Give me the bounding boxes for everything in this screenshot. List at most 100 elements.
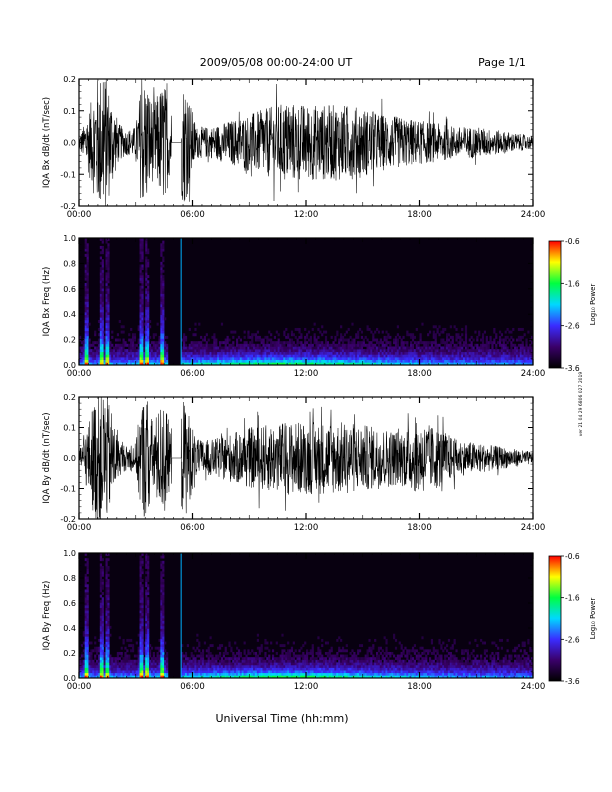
spectrogram-cell bbox=[166, 662, 169, 666]
spectrogram-cell bbox=[137, 667, 140, 671]
spectrogram-cell bbox=[107, 579, 110, 582]
spectrogram-cell bbox=[268, 357, 271, 361]
spectrogram-cell bbox=[162, 586, 165, 590]
spectrogram-cell bbox=[273, 359, 277, 363]
spectrogram-cell bbox=[86, 327, 89, 331]
spectrogram-cell bbox=[287, 675, 290, 679]
spectrogram-cell bbox=[383, 359, 386, 363]
spectrogram-cell bbox=[498, 335, 502, 339]
spectrogram-cell bbox=[228, 675, 231, 679]
spectrogram-cell bbox=[264, 349, 267, 353]
spectrogram-cell bbox=[107, 362, 110, 366]
spectrogram-cell bbox=[531, 359, 534, 363]
spectrogram-cell bbox=[113, 349, 116, 353]
spectrogram-cell bbox=[271, 664, 275, 668]
spectrogram-cell bbox=[105, 320, 108, 323]
spectrogram-cell bbox=[281, 346, 284, 350]
spectrogram-cell bbox=[114, 338, 118, 342]
spectrogram-cell bbox=[139, 301, 142, 305]
spectrogram-cell bbox=[101, 277, 104, 281]
spectrogram-cell bbox=[90, 664, 93, 668]
spectrogram-cell bbox=[421, 341, 424, 345]
spectrogram-cell bbox=[368, 349, 371, 353]
spectrogram-cell bbox=[107, 641, 110, 645]
spectrogram-cell bbox=[160, 662, 163, 666]
spectrogram-cell bbox=[109, 354, 112, 358]
spectrogram-cell bbox=[493, 330, 496, 334]
spectrogram-cell bbox=[317, 672, 320, 676]
spectrogram-cell bbox=[317, 327, 320, 331]
spectrogram-cell bbox=[160, 282, 163, 286]
spectrogram-cell bbox=[109, 675, 112, 679]
spectrogram-cell bbox=[292, 362, 295, 366]
x-tick-label: 12:00 bbox=[294, 369, 319, 379]
spectrogram-cell bbox=[341, 359, 345, 363]
spectrogram-cell bbox=[249, 675, 252, 679]
spectrogram-cell bbox=[487, 357, 490, 361]
spectrogram-cell bbox=[99, 628, 102, 632]
spectrogram-cell bbox=[96, 672, 99, 676]
spectrogram-cell bbox=[340, 346, 343, 350]
spectrogram-cell bbox=[162, 566, 165, 569]
spectrogram-cell bbox=[139, 359, 142, 363]
spectrogram-cell bbox=[341, 662, 345, 666]
spectrogram-cell bbox=[324, 659, 328, 663]
spectrogram-cell bbox=[186, 362, 190, 366]
spectrogram-cell bbox=[228, 641, 231, 645]
spectrogram-cell bbox=[107, 296, 110, 300]
spectrogram-cell bbox=[313, 351, 316, 355]
spectrogram-cell bbox=[120, 662, 123, 666]
y-tick-label: 0.4 bbox=[63, 310, 76, 319]
spectrogram-cell bbox=[281, 662, 284, 666]
spectrogram-cell bbox=[109, 362, 112, 366]
spectrogram-cell bbox=[510, 346, 513, 350]
spectrogram-cell bbox=[94, 657, 97, 661]
spectrogram-cell bbox=[186, 351, 190, 355]
spectrogram-cell bbox=[141, 275, 144, 278]
spectrogram-cell bbox=[268, 330, 271, 334]
spectrogram-cell bbox=[287, 641, 290, 645]
spectrogram-cell bbox=[166, 335, 169, 339]
spectrogram-cell bbox=[118, 664, 121, 668]
spectrogram-cell bbox=[461, 357, 464, 361]
spectrogram-cell bbox=[196, 654, 199, 658]
spectrogram-cell bbox=[160, 667, 163, 671]
spectrogram-cell bbox=[377, 349, 381, 353]
spectrogram-cell bbox=[126, 351, 129, 355]
spectrogram-cell bbox=[160, 320, 163, 323]
spectrogram-cell bbox=[464, 346, 468, 350]
spectrogram-cell bbox=[232, 651, 235, 655]
spectrogram-cell bbox=[139, 605, 142, 608]
spectrogram-cell bbox=[139, 293, 142, 297]
spectrogram-cell bbox=[288, 664, 292, 668]
spectrogram-cell bbox=[236, 659, 239, 663]
spectrogram-cell bbox=[404, 362, 407, 366]
spectrogram-cell bbox=[141, 589, 144, 593]
spectrogram-cell bbox=[99, 623, 102, 627]
spectrogram-cell bbox=[224, 657, 227, 661]
spectrogram-cell bbox=[160, 285, 163, 289]
spectrogram-cell bbox=[152, 351, 155, 355]
spectrogram-cell bbox=[222, 346, 225, 350]
spectrogram-cell bbox=[315, 670, 318, 674]
spectrogram-cell bbox=[88, 359, 91, 363]
spectrogram-cell bbox=[201, 349, 205, 353]
spectrogram-cell bbox=[515, 351, 519, 355]
spectrogram-cell bbox=[311, 675, 314, 679]
spectrogram-cell bbox=[184, 657, 188, 661]
spectrogram-cell bbox=[432, 362, 435, 366]
spectrogram-cell bbox=[525, 362, 528, 366]
spectrogram-cell bbox=[268, 667, 271, 671]
spectrogram-cell bbox=[389, 357, 392, 361]
spectrogram-cell bbox=[207, 362, 210, 366]
spectrogram-cell bbox=[468, 362, 471, 366]
spectrogram-cell bbox=[94, 636, 97, 640]
spectrogram-cell bbox=[417, 351, 420, 355]
spectrogram-cell bbox=[160, 664, 163, 668]
spectrogram-cell bbox=[147, 589, 150, 593]
spectrogram-cell bbox=[101, 628, 104, 632]
spectrogram-cell bbox=[86, 615, 89, 619]
spectrogram-cell bbox=[122, 672, 125, 676]
spectrogram-cell bbox=[383, 351, 386, 355]
spectrogram-cell bbox=[139, 586, 142, 590]
